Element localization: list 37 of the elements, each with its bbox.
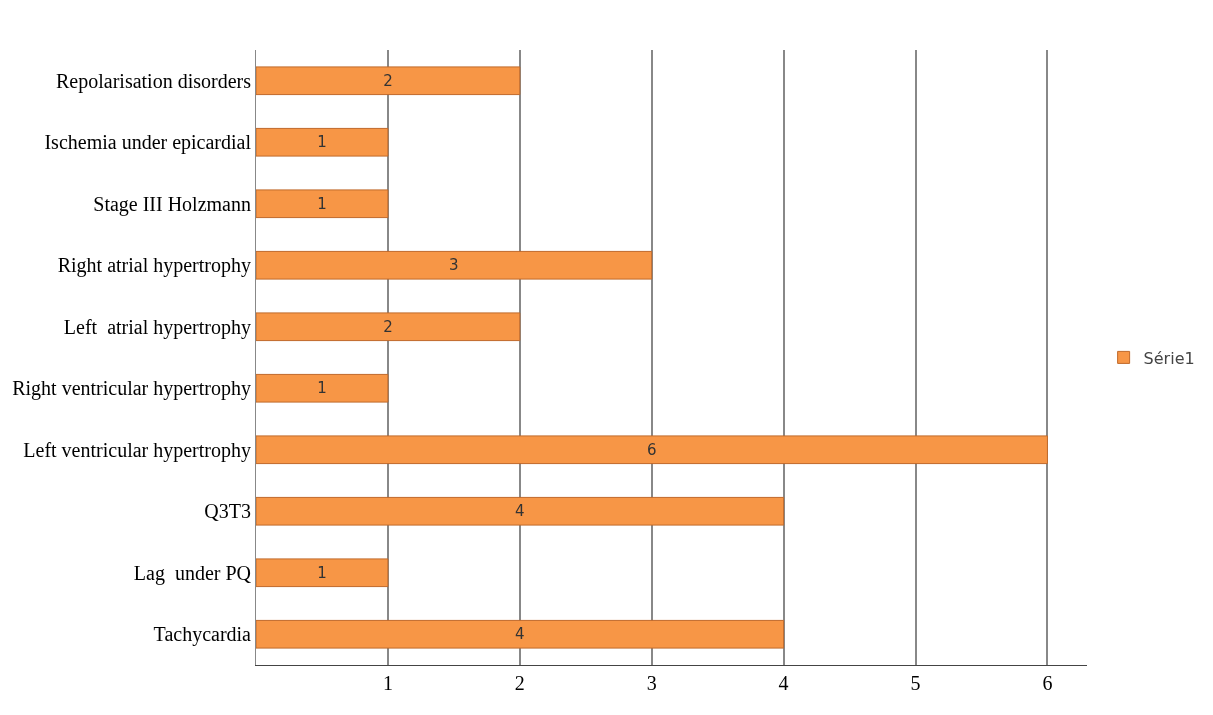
y-tick-label: Right atrial hypertrophy	[57, 254, 251, 278]
y-tick-label: Left atrial hypertrophy	[63, 315, 251, 339]
data-label: 2	[383, 71, 393, 90]
bar	[256, 496, 785, 526]
y-tick-label: Tachycardia	[153, 623, 252, 647]
bar	[256, 127, 389, 157]
bar	[256, 558, 389, 588]
y-tick-label: Q3T3	[204, 500, 251, 523]
data-label: 1	[317, 563, 327, 582]
bar	[256, 250, 653, 280]
bar	[256, 66, 521, 96]
bar	[256, 189, 389, 219]
bar	[256, 373, 389, 403]
y-tick-label: Right ventricular hypertrophy	[12, 377, 251, 401]
data-label: 1	[317, 379, 327, 398]
x-tick-label: 1	[382, 672, 393, 694]
data-label: 4	[515, 625, 525, 644]
data-label: 6	[646, 440, 657, 459]
x-tick-label: 3	[646, 672, 657, 694]
bar	[256, 435, 1048, 465]
data-label: 1	[317, 133, 327, 152]
y-tick-label: Repolarisation disorders	[56, 69, 252, 93]
bar	[256, 619, 785, 649]
bar	[256, 312, 521, 342]
y-tick-label: Left ventricular hypertrophy	[23, 438, 251, 462]
data-label: 4	[515, 502, 525, 521]
y-tick-label: Stage III Holzmann	[93, 192, 251, 216]
x-tick-label: 2	[514, 672, 525, 694]
data-label: 2	[383, 317, 393, 336]
y-tick-label: Ischemia under epicardial	[44, 131, 252, 155]
x-tick-label: 4	[778, 672, 789, 694]
x-tick-label: 6	[1042, 672, 1053, 694]
data-label: 3	[449, 256, 459, 275]
x-tick-label: 5	[910, 672, 921, 694]
y-tick-label: Lag under PQ	[133, 561, 252, 585]
data-label: 1	[317, 194, 327, 213]
legend-label: Série1	[1143, 348, 1195, 368]
